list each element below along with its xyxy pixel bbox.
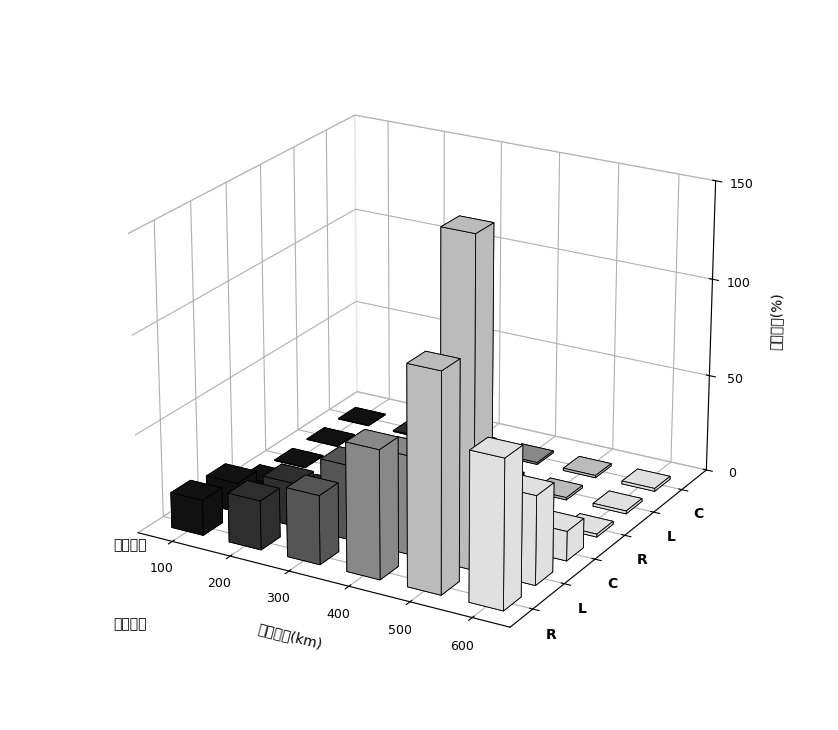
Text: 本文方法: 本文方法 — [113, 617, 147, 631]
Text: 传统方法: 传统方法 — [113, 538, 147, 552]
X-axis label: 线路长度(km): 线路长度(km) — [256, 622, 324, 652]
